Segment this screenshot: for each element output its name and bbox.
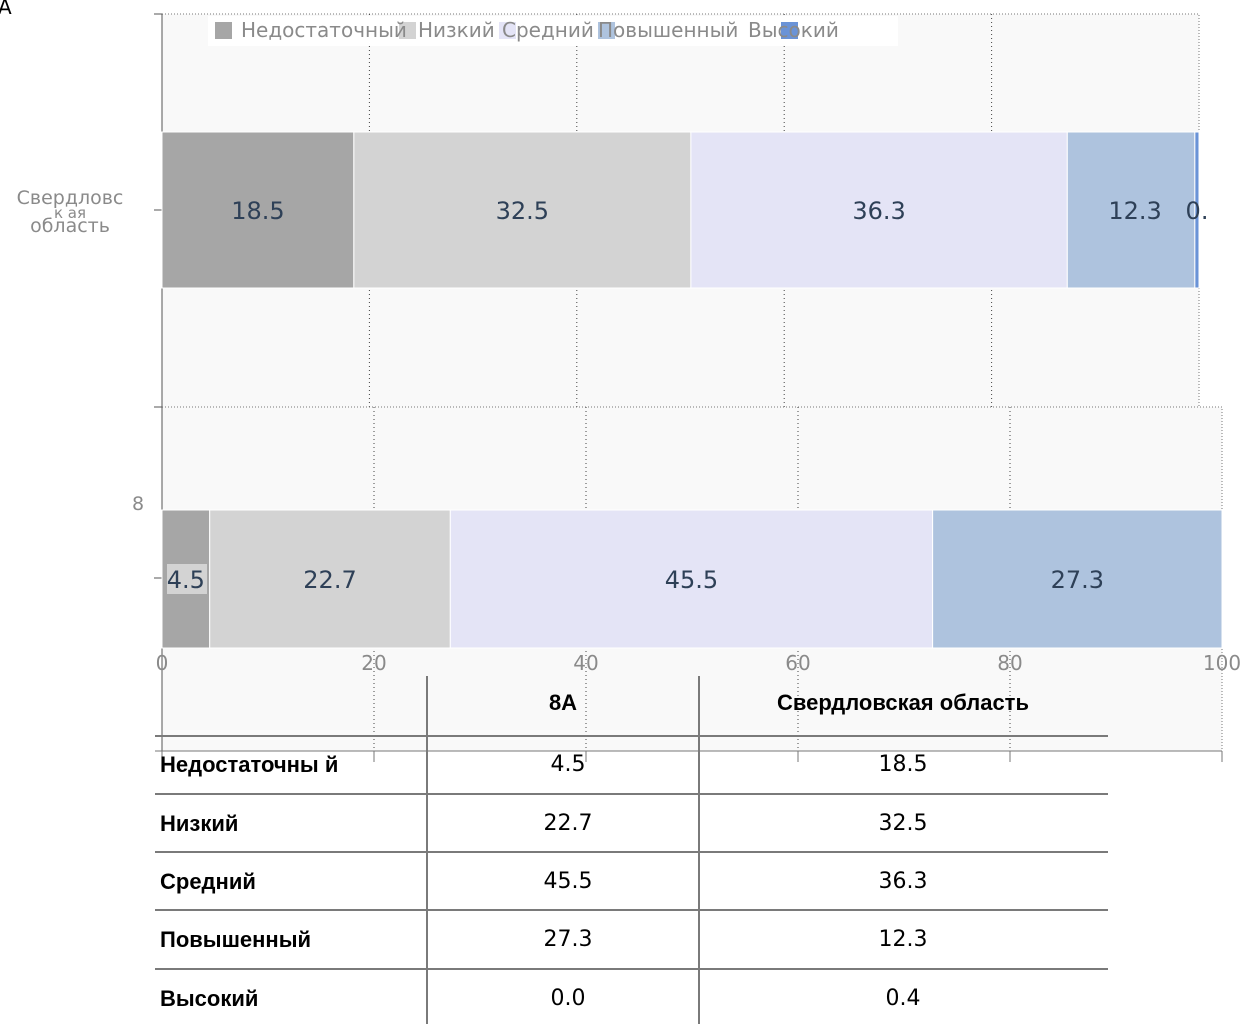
data-label: 22.7 [303,566,356,594]
table-cell: 12.3 [878,927,928,952]
data-label: 36.3 [852,197,905,225]
table-hline [155,968,1108,970]
table-row-label: Средний [160,869,256,894]
category-label: область [30,215,110,237]
table-cell: 32.5 [878,811,928,836]
x-tick-label: 0 [156,651,169,675]
table-cell: 22.7 [543,811,593,836]
category-label: Свердловс [17,187,124,209]
x-tick-label: 100 [1203,651,1241,675]
bar-segment [449,509,934,649]
table-hline [155,909,1108,911]
legend-label: Высокий [748,18,839,42]
table-cell: 0.0 [550,986,586,1011]
legend-swatch [215,22,232,39]
table-row-label: Высокий [160,986,259,1011]
bar-segment [161,131,355,289]
bar-segment [353,131,692,289]
table-cell: 36.3 [878,869,928,894]
legend-swatch [781,22,798,39]
table-cell: 4.5 [550,752,586,777]
table-vline [698,676,700,1024]
data-label: 27.3 [1051,566,1104,594]
table-header-8a: 8А [548,690,578,715]
bar-segment [1066,131,1196,289]
table-row-label: Недостаточны й [160,752,339,777]
table-row-label: Повышенный [160,927,312,952]
x-tick-label: 40 [573,651,598,675]
table-header-region: Свердловская область [777,690,1029,715]
data-label: 0. [1186,197,1209,225]
category-label: 8 [132,493,144,515]
data-label: 18.5 [231,197,284,225]
table-hline [155,793,1108,795]
table-cell: 45.5 [543,869,593,894]
legend-label: Низкий [418,18,495,42]
table-hline [155,735,1108,737]
bar-segment [932,509,1223,649]
table-hline [155,851,1108,853]
x-tick-label: 80 [997,651,1022,675]
data-label-box [167,564,207,594]
category-label: к ая [54,204,86,222]
table-cell: 27.3 [543,927,593,952]
x-tick-label: 60 [785,651,810,675]
table-cell: 0.4 [885,986,921,1011]
x-tick-label: 20 [361,651,386,675]
table-row-label: Низкий [160,811,239,836]
data-label: 12.3 [1108,197,1161,225]
legend-swatch [598,22,615,39]
data-label: 45.5 [665,566,718,594]
legend-swatch [499,22,516,39]
legend-swatch [399,22,416,39]
legend-label: Повышенный [598,18,738,42]
data-label: 4.5 [167,566,205,594]
corner-label: А [0,0,12,19]
data-label: 32.5 [496,197,549,225]
table-vline [426,676,428,1024]
legend-label: Недостаточный [241,18,407,42]
bar-segment [1194,131,1200,289]
legend-label: Средний [502,18,594,42]
bar-segment [690,131,1068,289]
table-cell: 18.5 [878,752,928,777]
